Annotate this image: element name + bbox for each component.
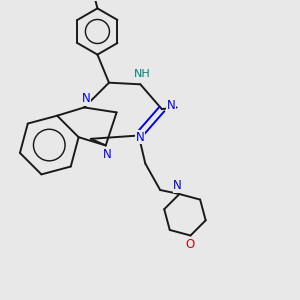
- Text: N: N: [82, 92, 90, 105]
- Text: H: H: [140, 69, 149, 82]
- Text: NH: NH: [134, 69, 150, 80]
- Text: O: O: [186, 238, 195, 250]
- Text: N: N: [167, 99, 176, 112]
- Text: N: N: [103, 148, 112, 161]
- Text: N: N: [136, 131, 145, 144]
- Text: N: N: [173, 179, 182, 192]
